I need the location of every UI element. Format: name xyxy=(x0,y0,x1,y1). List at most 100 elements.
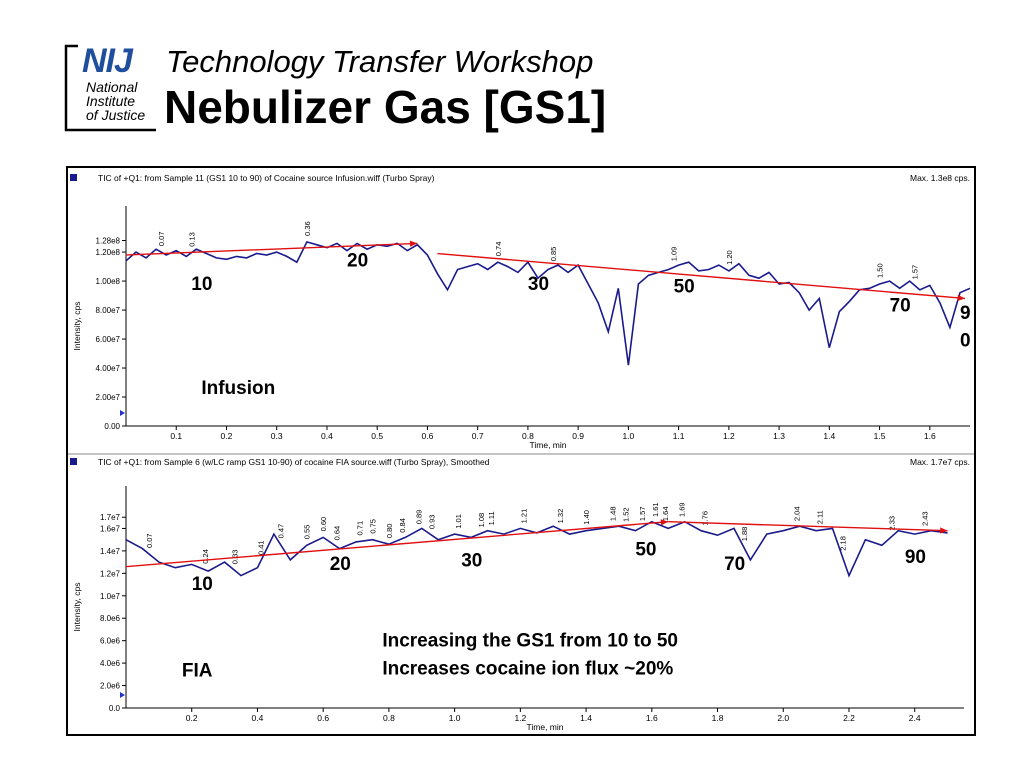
x-tick-label: 0.4 xyxy=(252,713,264,723)
annotation-label: Increasing the GS1 from 10 to 50 xyxy=(382,630,678,651)
y-tick-label: 1.6e7 xyxy=(100,524,121,533)
peak-label: 0.71 xyxy=(355,521,364,536)
peak-label: 2.11 xyxy=(815,510,824,524)
annotation-label: Infusion xyxy=(201,378,275,399)
annotation-label: FIA xyxy=(182,661,213,682)
x-tick-label: 1.8 xyxy=(712,713,724,723)
x-tick-label: 0.5 xyxy=(371,431,383,441)
peak-label: 0.07 xyxy=(145,533,154,548)
annotation-label: Increases cocaine ion flux ~20% xyxy=(382,658,673,679)
trend-arrowhead xyxy=(660,519,669,526)
y-tick-label: 6.00e7 xyxy=(96,335,121,344)
annotation-label: 30 xyxy=(528,274,549,295)
peak-label: 1.01 xyxy=(454,514,463,529)
y-tick-label: 8.00e7 xyxy=(96,306,121,315)
y-tick-label: 2.0e6 xyxy=(100,682,121,691)
panel-marker-icon xyxy=(70,174,77,181)
annotation-label: 0 xyxy=(960,330,971,351)
y-axis-label: Intensity, cps xyxy=(72,583,82,632)
x-tick-label: 1.4 xyxy=(823,431,835,441)
annotation-label: 20 xyxy=(330,554,351,575)
x-tick-label: 1.3 xyxy=(773,431,785,441)
trend-line xyxy=(437,252,966,300)
peak-label: 0.41 xyxy=(257,540,266,555)
trend-arrowhead xyxy=(957,294,965,301)
y-tick-label: 8.0e6 xyxy=(100,614,121,623)
logo-bracket-icon xyxy=(64,44,156,132)
panel-marker-icon xyxy=(70,458,77,465)
peak-label: 1.32 xyxy=(556,509,565,524)
peak-label: 1.09 xyxy=(670,247,679,262)
trend-line xyxy=(668,521,948,532)
peak-label: 1.11 xyxy=(487,511,496,525)
peak-label: 1.61 xyxy=(651,502,660,517)
peak-label: 0.85 xyxy=(549,247,558,262)
y-tick-label: 1.20e8 xyxy=(96,248,121,257)
x-tick-label: 0.8 xyxy=(522,431,534,441)
annotation-label: 70 xyxy=(890,296,911,317)
nij-logo: NIJ National Institute of Justice xyxy=(64,42,156,134)
x-tick-label: 1.1 xyxy=(673,431,685,441)
peak-label: 1.48 xyxy=(608,506,617,521)
y-tick-label: 4.00e7 xyxy=(96,364,121,373)
y-tick-label: 0.0 xyxy=(109,704,121,713)
y-tick-label: 1.28e8 xyxy=(96,236,121,245)
logo-acronym: NIJ xyxy=(82,42,133,80)
peak-label: 0.75 xyxy=(368,519,377,534)
chart-panel-1: TIC of +Q1: from Sample 11 (GS1 10 to 90… xyxy=(70,173,971,450)
peak-label: 0.93 xyxy=(428,515,437,530)
x-tick-label: 0.4 xyxy=(321,431,333,441)
peak-label: 1.57 xyxy=(638,506,647,521)
x-tick-label: 0.3 xyxy=(271,431,283,441)
x-tick-label: 1.2 xyxy=(723,431,735,441)
annotation-label: 10 xyxy=(192,574,213,595)
slide-subtitle: Technology Transfer Workshop xyxy=(166,44,594,79)
x-tick-label: 0.8 xyxy=(383,713,395,723)
x-tick-label: 1.6 xyxy=(924,431,936,441)
peak-label: 1.21 xyxy=(520,509,529,524)
x-tick-label: 0.2 xyxy=(221,431,233,441)
logo-line-1: National xyxy=(86,79,138,95)
peak-label: 2.18 xyxy=(838,536,847,551)
annotation-label: 20 xyxy=(347,251,368,272)
annotation-label: 50 xyxy=(635,539,656,560)
annotation-label: 90 xyxy=(905,547,926,568)
logo-line-2: Institute xyxy=(86,93,136,109)
x-tick-label: 0.2 xyxy=(186,713,198,723)
peak-label: 0.47 xyxy=(276,524,285,539)
x-tick-label: 0.6 xyxy=(317,713,329,723)
x-tick-label: 0.7 xyxy=(472,431,484,441)
trend-arrowhead xyxy=(940,527,948,534)
peak-label: 0.89 xyxy=(414,510,423,525)
peak-label: 0.36 xyxy=(303,221,312,236)
y-tick-label: 1.2e7 xyxy=(100,569,121,578)
x-axis-label: Time, min xyxy=(527,722,564,732)
y-tick-label: 6.0e6 xyxy=(100,637,121,646)
chart-frame: TIC of +Q1: from Sample 11 (GS1 10 to 90… xyxy=(66,166,976,736)
axis-arrow-icon xyxy=(120,410,125,416)
peak-label: 0.80 xyxy=(385,524,394,539)
logo-line-3: of Justice xyxy=(86,107,146,123)
trend-line xyxy=(125,521,669,568)
peak-label: 1.69 xyxy=(677,502,686,517)
x-tick-label: 0.9 xyxy=(572,431,584,441)
peak-label: 1.76 xyxy=(700,511,709,526)
y-tick-label: 4.0e6 xyxy=(100,659,121,668)
chart-canvas: TIC of +Q1: from Sample 11 (GS1 10 to 90… xyxy=(68,173,974,732)
x-tick-label: 1.6 xyxy=(646,713,658,723)
y-tick-label: 1.00e8 xyxy=(96,277,121,286)
peak-label: 2.04 xyxy=(792,506,801,521)
x-tick-label: 1.4 xyxy=(580,713,592,723)
x-tick-label: 1.0 xyxy=(622,431,634,441)
peak-label: 1.64 xyxy=(661,506,670,521)
peak-label: 0.13 xyxy=(187,232,196,247)
x-tick-label: 1.2 xyxy=(514,713,526,723)
x-tick-label: 2.2 xyxy=(843,713,855,723)
annotation-label: 50 xyxy=(674,277,695,298)
peak-label: 0.74 xyxy=(494,242,503,257)
y-axis-label: Intensity, cps xyxy=(72,302,82,351)
chart-max-label: Max. 1.7e7 cps. xyxy=(910,457,970,467)
peak-label: 0.55 xyxy=(303,525,312,540)
y-tick-label: 0.00 xyxy=(104,422,120,431)
annotation-label: 10 xyxy=(191,274,212,295)
